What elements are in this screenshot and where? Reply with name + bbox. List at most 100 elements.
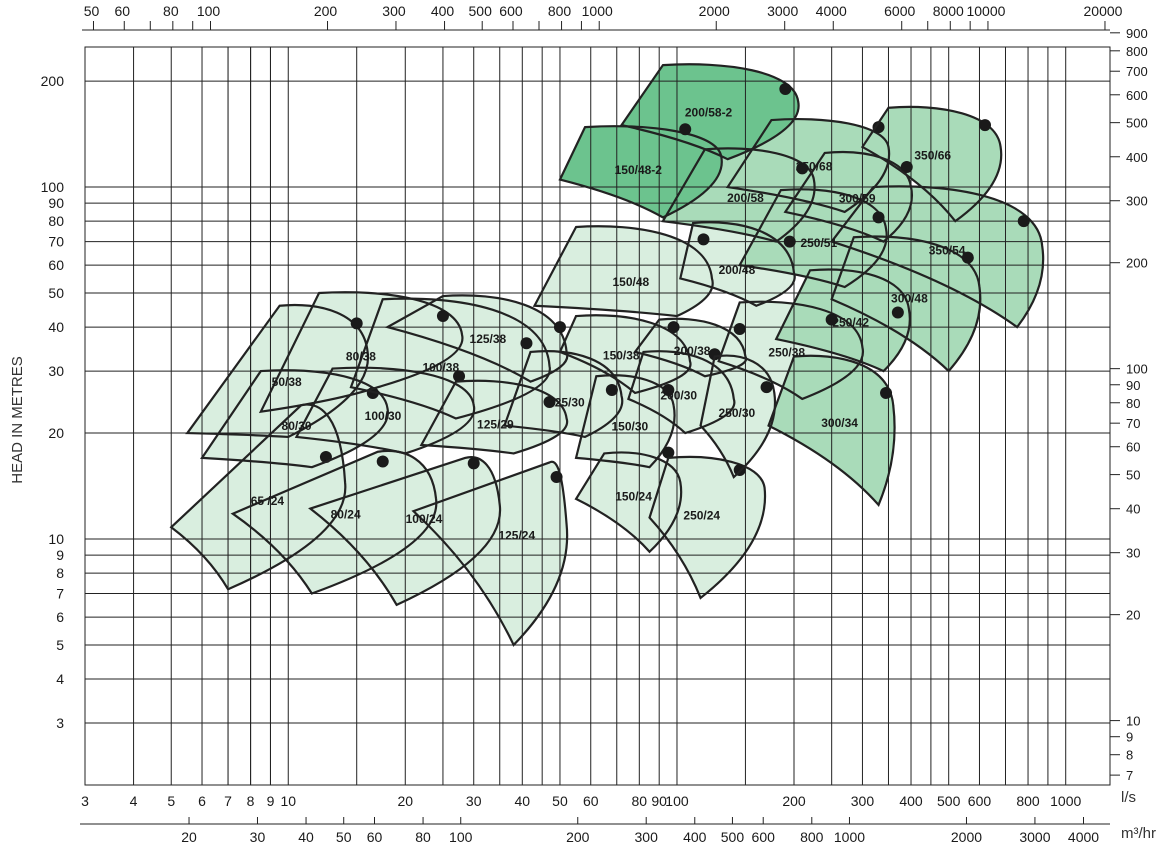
pump-label-200-48: 200/48: [719, 263, 756, 277]
x-tick-label-top: 4000: [816, 3, 847, 19]
pump-region-250-24: [649, 456, 766, 598]
y-tick-label-right: 600: [1126, 88, 1148, 103]
y-tick-label-right: 50: [1126, 468, 1140, 483]
pump-label-65-24: 65 /24: [251, 494, 285, 508]
rated-point-150-48: [697, 233, 710, 246]
x-tick-label-top: 50: [84, 3, 100, 19]
pump-curve-150-48: [532, 225, 714, 318]
rated-point-200-58-2: [779, 82, 792, 95]
pump-curve-250-68: [725, 117, 891, 214]
x-tick-label-ls: 80: [632, 793, 648, 809]
plot-frame: [84, 46, 1111, 786]
y-tick-label: 10: [48, 531, 64, 547]
rated-point-125-29: [543, 396, 556, 409]
y-tick-label-right: 30: [1126, 546, 1140, 561]
x-tick-label-m3hr: 300: [635, 829, 659, 845]
y-tick-label-right: 700: [1126, 64, 1148, 79]
x-tick-label-m3hr: 400: [683, 829, 707, 845]
y-tick-label: 7: [56, 586, 64, 602]
x-tick-label-ls: 4: [130, 793, 138, 809]
x-tick-label-ls: 300: [851, 793, 875, 809]
pump-curve-200-48: [679, 221, 796, 307]
pump-curve-200-58: [661, 147, 816, 243]
x-tick-label-ls: 6: [198, 793, 206, 809]
x-tick-label-top: 1000: [582, 3, 613, 19]
x-tick-label-m3hr: 1000: [834, 829, 865, 845]
y-tick-label-right: 500: [1126, 116, 1148, 131]
y-tick-label: 20: [48, 425, 64, 441]
pump-label-200-30: 200/30: [660, 389, 697, 403]
rated-point-250-68: [872, 121, 885, 134]
x-tick-label-m3hr: 40: [298, 829, 314, 845]
x-tick-label-m3hr: 500: [721, 829, 745, 845]
x-tick-label-ls: 8: [247, 793, 255, 809]
rated-point-200-38: [733, 323, 746, 336]
pump-label-125-30: 125/30: [548, 396, 585, 410]
x-tick-label-ls: 100: [665, 793, 689, 809]
rated-point-150-48-2: [679, 123, 692, 136]
pump-label-100-30: 100/30: [365, 409, 402, 423]
pump-curve-80-30: [200, 369, 389, 469]
x-tick-label-top: 3000: [767, 3, 798, 19]
pump-label-250-30: 250/30: [718, 406, 755, 420]
x-tick-label-m3hr: 4000: [1068, 829, 1099, 845]
y-tick-label: 70: [48, 234, 64, 250]
pump-label-250-68: 250/68: [796, 159, 833, 173]
pump-curve-150-48-2: [558, 125, 723, 219]
rated-point-100-38: [520, 337, 533, 350]
y-tick-label: 6: [56, 609, 64, 625]
pump-curve-250-30: [699, 354, 777, 479]
pump-region-250-30: [700, 355, 776, 478]
pump-label-250-38: 250/38: [768, 346, 805, 360]
x-tick-label-top: 500: [469, 3, 493, 19]
rated-point-150-38: [667, 321, 680, 334]
pump-label-150-48-2: 150/48-2: [615, 163, 663, 177]
y-tick-label: 80: [48, 213, 64, 229]
y-tick-label: 4: [56, 671, 64, 687]
x-tick-label-ls: 400: [899, 793, 923, 809]
x-tick-label-ls: 40: [515, 793, 531, 809]
x-tick-label-ls: 50: [552, 793, 568, 809]
rated-point-250-42: [891, 306, 904, 319]
x-tick-label-top: 8000: [933, 3, 964, 19]
rated-point-300-34: [880, 386, 893, 399]
x-tick-label-m3hr: 30: [250, 829, 266, 845]
y-tick-label-right: 90: [1126, 378, 1140, 393]
pump-curve-250-42: [774, 268, 911, 373]
pump-curve-125-29: [419, 379, 569, 455]
pump-region-250-68: [727, 119, 890, 212]
pump-curve-300-48: [830, 235, 982, 373]
pump-curve-150-38: [558, 314, 692, 395]
x-tick-label-top: 300: [382, 3, 406, 19]
x-tick-label-top: 20000: [1084, 3, 1123, 19]
pump-region-150-48-2: [559, 126, 722, 218]
rated-point-350-54: [1017, 215, 1030, 228]
y-tick-label: 40: [48, 319, 64, 335]
pump-labels: 65 /24 80/24 100/24 125/24 50/38 80/30 100/30 8…: [251, 106, 966, 543]
x-tick-label-ls: 800: [1016, 793, 1040, 809]
pump-curves: [169, 63, 1045, 647]
pump-label-250-51: 250/51: [800, 236, 837, 250]
rated-point-100-24: [467, 457, 480, 470]
x-tick-label-ls: 1000: [1050, 793, 1081, 809]
pump-label-100-24: 100/24: [406, 512, 443, 526]
rated-point-125-38: [553, 321, 566, 334]
pump-curve-200-58-2: [619, 63, 800, 161]
y-tick-label-right: 8: [1126, 748, 1133, 763]
y-tick-label-right: 800: [1126, 44, 1148, 59]
pump-label-100-38: 100/38: [422, 361, 459, 375]
y-tick-label-right: 80: [1126, 396, 1140, 411]
y-tick-label-right: 100: [1126, 362, 1148, 377]
unit-m3hr-label: m³/hr: [1121, 825, 1156, 842]
pump-curve-100-24: [308, 456, 502, 607]
x-tick-label-m3hr: 80: [415, 829, 431, 845]
y-tick-label: 90: [48, 195, 64, 211]
x-tick-label-ls: 600: [968, 793, 992, 809]
pump-curve-250-51: [737, 188, 888, 289]
rated-point-80-24: [376, 455, 389, 468]
y-tick-label: 100: [41, 179, 65, 195]
pump-curve-300-34: [767, 354, 896, 507]
x-tick-label-m3hr: 2000: [951, 829, 982, 845]
